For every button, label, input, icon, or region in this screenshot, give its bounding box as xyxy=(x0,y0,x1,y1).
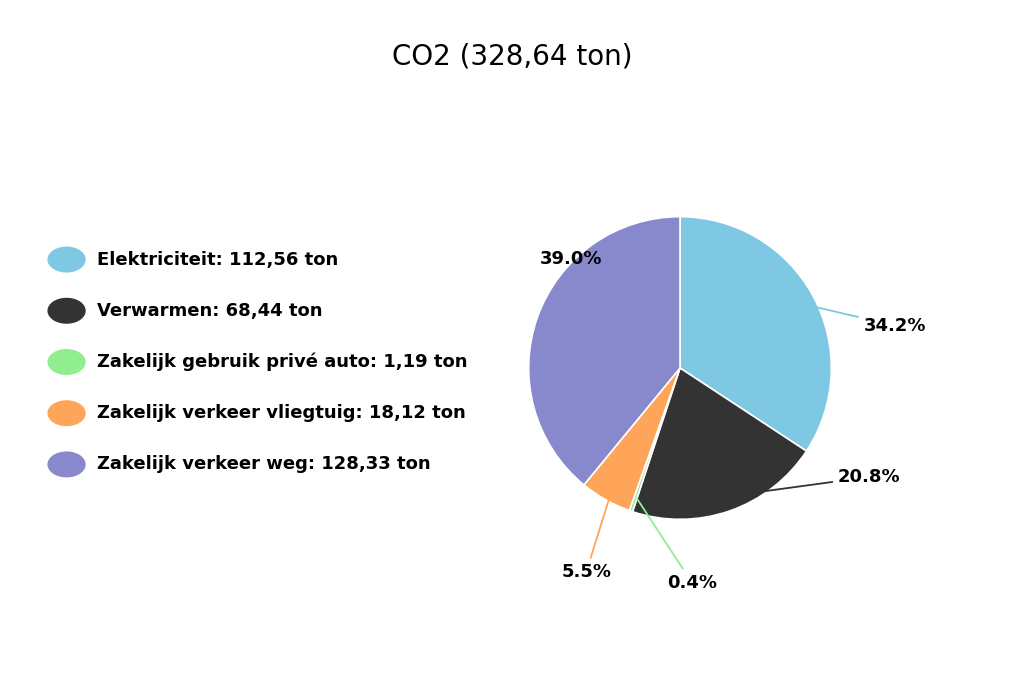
Wedge shape xyxy=(584,368,680,511)
Text: 20.8%: 20.8% xyxy=(728,468,900,497)
Text: 5.5%: 5.5% xyxy=(561,489,612,581)
Text: 34.2%: 34.2% xyxy=(803,304,926,335)
Text: Zakelijk gebruik privé auto: 1,19 ton: Zakelijk gebruik privé auto: 1,19 ton xyxy=(97,352,468,372)
Text: CO2 (328,64 ton): CO2 (328,64 ton) xyxy=(392,43,632,71)
Text: Elektriciteit: 112,56 ton: Elektriciteit: 112,56 ton xyxy=(97,251,339,268)
Wedge shape xyxy=(528,217,680,485)
Text: 0.4%: 0.4% xyxy=(637,499,717,592)
Wedge shape xyxy=(680,217,831,451)
Text: Zakelijk verkeer weg: 128,33 ton: Zakelijk verkeer weg: 128,33 ton xyxy=(97,456,431,473)
Text: Zakelijk verkeer vliegtuig: 18,12 ton: Zakelijk verkeer vliegtuig: 18,12 ton xyxy=(97,404,466,422)
Wedge shape xyxy=(633,368,807,519)
Text: 39.0%: 39.0% xyxy=(540,250,602,320)
Text: Verwarmen: 68,44 ton: Verwarmen: 68,44 ton xyxy=(97,302,323,320)
Wedge shape xyxy=(630,368,680,512)
